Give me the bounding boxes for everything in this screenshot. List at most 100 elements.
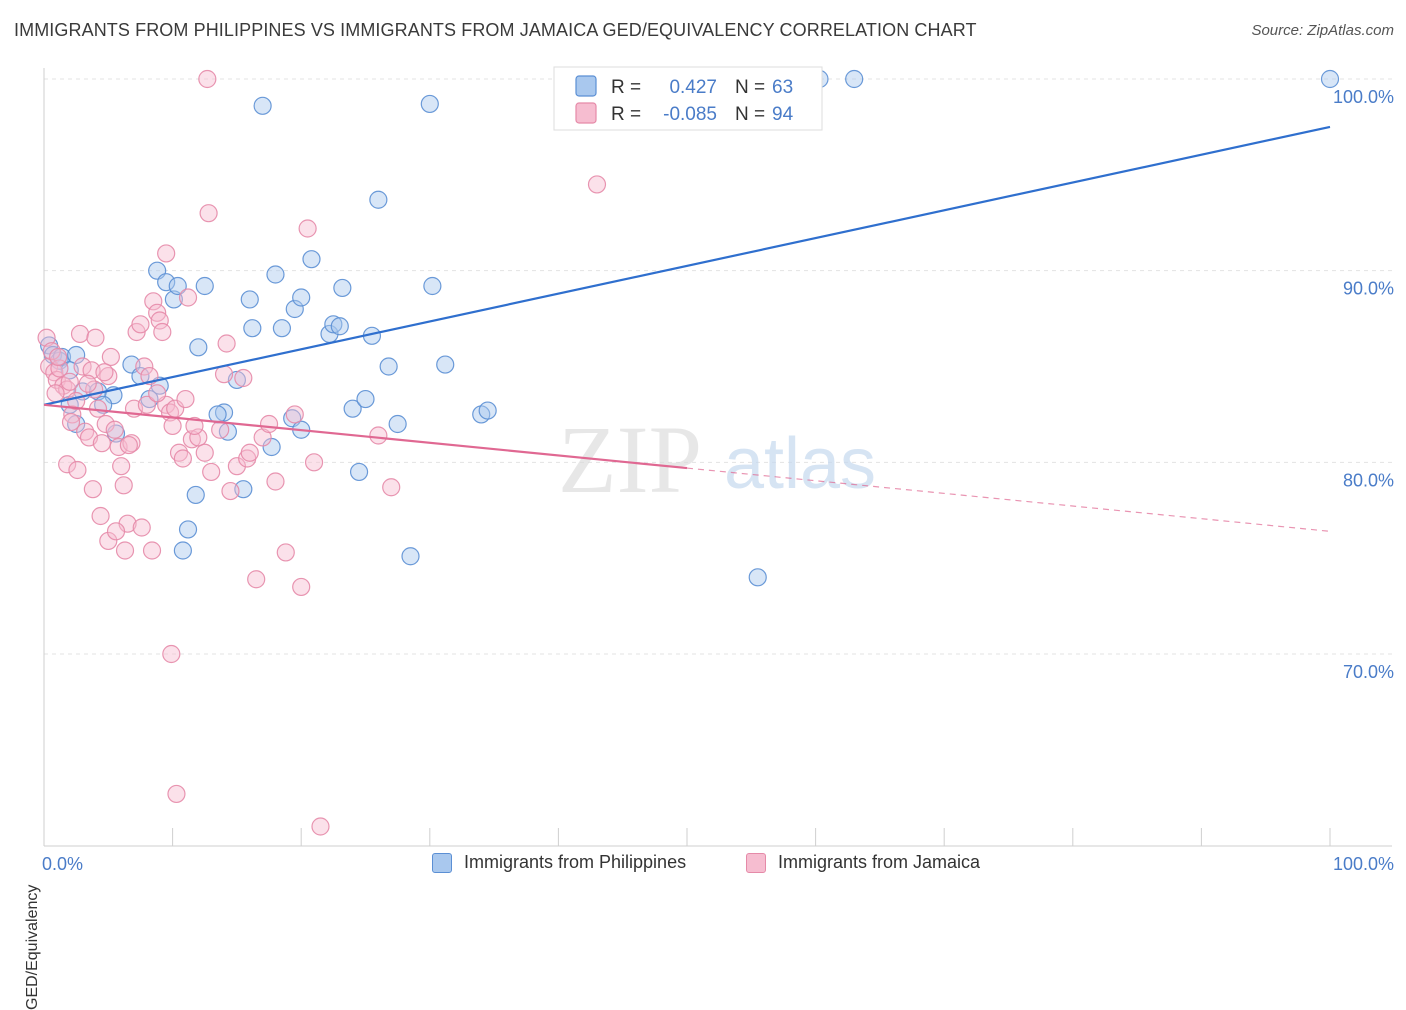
legend-swatch-pink bbox=[746, 852, 766, 873]
axes bbox=[43, 68, 1392, 847]
y-tick-label: 90.0% bbox=[1343, 279, 1394, 299]
stats-n-label: N = bbox=[735, 77, 765, 98]
point-philippines bbox=[845, 69, 864, 89]
point-jamaica bbox=[311, 817, 330, 836]
point-jamaica bbox=[153, 322, 172, 342]
point-jamaica bbox=[115, 541, 135, 560]
point-jamaica bbox=[167, 784, 186, 804]
point-philippines bbox=[285, 299, 304, 319]
point-jamaica bbox=[202, 462, 221, 482]
point-jamaica bbox=[61, 412, 81, 432]
point-philippines bbox=[356, 389, 375, 409]
scatter-chart: ZIP atlas 100.0%90.0%80.0%70.0%0.0% 100.0… bbox=[37, 66, 1394, 874]
point-jamaica bbox=[227, 457, 246, 476]
point-philippines bbox=[748, 568, 767, 587]
series-legend: Immigrants from Philippines Immigrants f… bbox=[0, 850, 1406, 880]
point-jamaica bbox=[382, 478, 401, 497]
point-jamaica bbox=[178, 288, 198, 307]
point-jamaica bbox=[587, 175, 607, 194]
point-jamaica bbox=[276, 543, 295, 562]
point-jamaica bbox=[101, 347, 120, 367]
point-jamaica bbox=[142, 541, 162, 560]
stats-swatch-1 bbox=[575, 102, 597, 124]
point-jamaica bbox=[148, 384, 167, 403]
point-philippines bbox=[168, 276, 187, 296]
point-philippines bbox=[478, 401, 497, 420]
point-jamaica bbox=[137, 395, 156, 414]
stats-r-label: R = bbox=[611, 77, 641, 98]
point-philippines bbox=[436, 355, 455, 374]
point-jamaica bbox=[292, 577, 311, 597]
trend-line-pink bbox=[43, 403, 688, 470]
point-philippines bbox=[369, 190, 388, 209]
legend-label-jamaica: Immigrants from Jamaica bbox=[778, 852, 981, 872]
point-jamaica bbox=[189, 428, 208, 447]
point-jamaica bbox=[298, 219, 317, 238]
point-jamaica bbox=[96, 414, 115, 434]
point-philippines bbox=[333, 278, 352, 298]
point-jamaica bbox=[50, 359, 69, 378]
point-jamaica bbox=[162, 644, 181, 664]
point-jamaica bbox=[234, 368, 253, 388]
point-philippines bbox=[214, 403, 234, 422]
y-tick-label: 100.0% bbox=[1333, 87, 1394, 107]
point-philippines bbox=[1320, 69, 1340, 89]
stats-legend: R = 0.427 N = 63 R = -0.085 N = 94 bbox=[553, 66, 823, 131]
stats-r-value: 0.427 bbox=[669, 77, 717, 98]
trend-line-blue bbox=[43, 125, 1331, 406]
point-jamaica bbox=[176, 389, 195, 409]
point-jamaica bbox=[199, 204, 218, 223]
point-philippines bbox=[349, 462, 369, 482]
trend-lines bbox=[43, 125, 1331, 532]
point-jamaica bbox=[259, 414, 279, 434]
stats-r-value: -0.085 bbox=[663, 104, 717, 125]
point-jamaica bbox=[240, 443, 259, 462]
stats-r-label: R = bbox=[611, 104, 641, 125]
point-jamaica bbox=[83, 480, 102, 499]
y-tick-label: 80.0% bbox=[1343, 470, 1394, 490]
point-jamaica bbox=[37, 328, 56, 347]
point-jamaica bbox=[122, 434, 141, 453]
stats-n-value: 63 bbox=[772, 77, 793, 98]
point-philippines bbox=[420, 94, 439, 114]
x-tick-label: 0.0% bbox=[42, 854, 83, 874]
point-jamaica bbox=[68, 460, 87, 480]
point-philippines bbox=[379, 357, 398, 376]
point-jamaica bbox=[144, 292, 163, 311]
point-jamaica bbox=[132, 518, 151, 537]
point-jamaica bbox=[221, 481, 240, 501]
point-jamaica bbox=[131, 315, 150, 334]
point-jamaica bbox=[182, 430, 201, 449]
legend-swatch-blue bbox=[432, 852, 452, 873]
point-jamaica bbox=[195, 443, 214, 462]
chart-title: IMMIGRANTS FROM PHILIPPINES VS IMMIGRANT… bbox=[14, 20, 977, 40]
point-jamaica bbox=[92, 434, 111, 453]
point-jamaica bbox=[58, 455, 77, 474]
point-jamaica bbox=[119, 435, 138, 455]
legend-label-philippines: Immigrants from Philippines bbox=[464, 852, 687, 872]
point-jamaica bbox=[369, 426, 388, 445]
point-jamaica bbox=[185, 416, 204, 436]
stats-swatch-0 bbox=[575, 75, 597, 97]
point-philippines bbox=[173, 541, 192, 560]
point-philippines bbox=[272, 319, 292, 338]
point-jamaica bbox=[266, 472, 285, 491]
point-jamaica bbox=[150, 311, 169, 330]
point-jamaica bbox=[135, 357, 154, 376]
point-philippines bbox=[243, 319, 262, 338]
grid-lines bbox=[44, 78, 1392, 655]
point-philippines bbox=[186, 485, 205, 505]
y-axis-label: GED/Equivalency bbox=[24, 884, 41, 1010]
point-philippines bbox=[157, 273, 176, 292]
point-philippines bbox=[52, 347, 72, 367]
point-philippines bbox=[330, 317, 349, 336]
point-philippines bbox=[302, 250, 321, 269]
point-jamaica bbox=[46, 384, 65, 403]
y-tick-label: 70.0% bbox=[1343, 662, 1394, 682]
point-jamaica bbox=[304, 453, 324, 472]
trend-line-pink-dashed bbox=[686, 467, 1331, 532]
point-jamaica bbox=[91, 506, 110, 526]
stats-n-value: 94 bbox=[772, 104, 794, 125]
point-jamaica bbox=[105, 420, 124, 439]
point-philippines bbox=[67, 345, 86, 365]
